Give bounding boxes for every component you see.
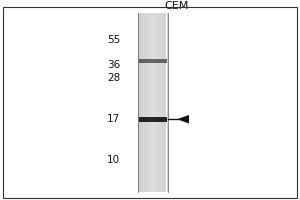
Text: 28: 28 xyxy=(107,73,120,83)
Bar xyxy=(148,13,149,192)
Bar xyxy=(150,13,151,192)
Bar xyxy=(160,13,161,192)
Bar xyxy=(146,13,147,192)
Bar xyxy=(161,13,162,192)
Text: 36: 36 xyxy=(107,60,120,70)
Text: 55: 55 xyxy=(107,35,120,45)
Bar xyxy=(157,13,158,192)
Bar xyxy=(142,13,143,192)
Polygon shape xyxy=(177,115,189,124)
Bar xyxy=(162,13,163,192)
Bar xyxy=(152,13,153,192)
Bar xyxy=(139,13,140,192)
Bar xyxy=(149,13,150,192)
Bar xyxy=(147,13,148,192)
Bar xyxy=(140,13,141,192)
Text: 17: 17 xyxy=(107,114,120,124)
Bar xyxy=(143,13,144,192)
Bar xyxy=(145,13,146,192)
Bar xyxy=(154,13,155,192)
Bar xyxy=(139,59,167,63)
Bar xyxy=(139,117,167,122)
Bar xyxy=(153,13,154,192)
Bar xyxy=(164,13,165,192)
Bar xyxy=(167,13,168,192)
Bar xyxy=(159,13,160,192)
Text: CEM: CEM xyxy=(165,1,189,11)
Bar xyxy=(156,13,157,192)
Bar xyxy=(155,13,156,192)
Bar xyxy=(141,13,142,192)
Bar xyxy=(166,13,167,192)
Bar xyxy=(138,13,139,192)
Text: 10: 10 xyxy=(107,155,120,165)
Bar xyxy=(165,13,166,192)
Bar xyxy=(144,13,145,192)
Bar xyxy=(163,13,164,192)
Bar xyxy=(158,13,159,192)
Bar xyxy=(151,13,152,192)
